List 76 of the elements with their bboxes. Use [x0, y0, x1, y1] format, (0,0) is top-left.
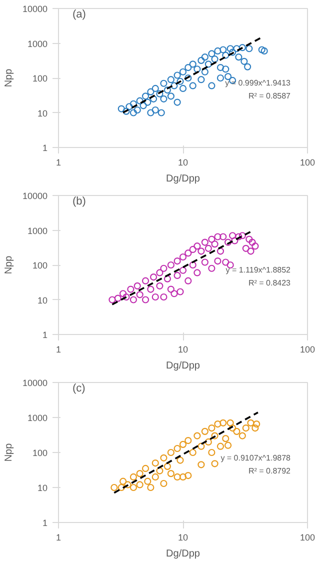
point	[164, 86, 171, 94]
point	[220, 46, 227, 54]
point	[136, 97, 144, 104]
annotation: R² = 0.8423	[248, 278, 292, 288]
point	[189, 60, 196, 68]
annotation: R² = 0.8792	[248, 466, 292, 476]
annotation: (a)	[72, 8, 86, 20]
y-tick-label: 1000	[27, 38, 48, 49]
y-axis-title: Npp	[3, 255, 14, 274]
x-tick-label: 100	[300, 532, 316, 542]
point	[216, 74, 224, 82]
annotation: R² = 0.8587	[248, 92, 292, 100]
y-tick-label: 10	[37, 483, 48, 493]
x-tick-label: 10	[178, 344, 188, 354]
y-tick-label: 10000	[22, 378, 48, 388]
y-axis-title: Npp	[3, 68, 14, 88]
point	[198, 76, 205, 84]
point	[222, 66, 230, 73]
y-tick-label: 1	[42, 143, 48, 153]
point	[208, 82, 216, 90]
point	[201, 68, 208, 76]
point	[142, 92, 150, 100]
annotation: y = 1.119x^1.8852	[226, 266, 292, 274]
point	[240, 58, 248, 65]
y-axis-title: Npp	[3, 442, 14, 462]
y-tick-label: 10000	[22, 4, 48, 14]
x-tick-label: 10	[178, 158, 188, 168]
point	[170, 82, 178, 90]
point	[211, 56, 218, 63]
y-tick-label: 10	[37, 108, 48, 118]
y-tick-label: 100	[32, 448, 48, 458]
x-tick-label: 1	[56, 532, 62, 542]
point	[222, 52, 230, 59]
point	[179, 68, 187, 76]
point	[160, 80, 168, 87]
point	[246, 45, 253, 52]
y-tick-label: 10	[37, 295, 48, 306]
point	[244, 63, 252, 70]
point	[130, 109, 138, 116]
x-axis-title: Dg/Dpp	[166, 548, 200, 560]
x-tick-label: 100	[300, 158, 316, 168]
annotation: (c)	[72, 382, 86, 394]
point	[134, 106, 141, 114]
point	[226, 45, 234, 52]
x-tick-label: 100	[300, 344, 316, 354]
x-tick-label: 10	[178, 532, 188, 542]
y-tick-label: 1000	[27, 226, 48, 236]
x-tick-label: 1	[56, 158, 62, 168]
point	[152, 106, 159, 114]
annotation: y = 0.9107x^1.9878	[220, 454, 292, 462]
point	[174, 72, 181, 79]
y-tick-label: 100	[32, 260, 48, 270]
annotation: (b)	[72, 196, 86, 208]
point	[184, 64, 192, 72]
x-tick-label: 1	[56, 344, 62, 354]
point	[238, 44, 246, 52]
point	[204, 60, 212, 68]
point	[167, 76, 174, 84]
point	[224, 73, 232, 80]
point	[235, 54, 242, 61]
point	[147, 88, 154, 96]
y-tick-label: 1	[42, 518, 48, 528]
y-tick-label: 1000	[27, 413, 48, 423]
point	[176, 78, 184, 85]
point	[156, 90, 164, 98]
y-tick-label: 1	[42, 330, 48, 340]
point	[150, 95, 158, 102]
point	[158, 109, 165, 116]
y-tick-label: 10000	[22, 191, 48, 201]
point	[144, 98, 152, 106]
x-axis-title: Dg/Dpp	[166, 360, 200, 372]
x-axis-title: Dg/Dpp	[166, 174, 200, 184]
point	[194, 66, 201, 73]
point	[140, 102, 147, 110]
y-tick-label: 100	[32, 74, 48, 84]
point	[233, 45, 240, 52]
